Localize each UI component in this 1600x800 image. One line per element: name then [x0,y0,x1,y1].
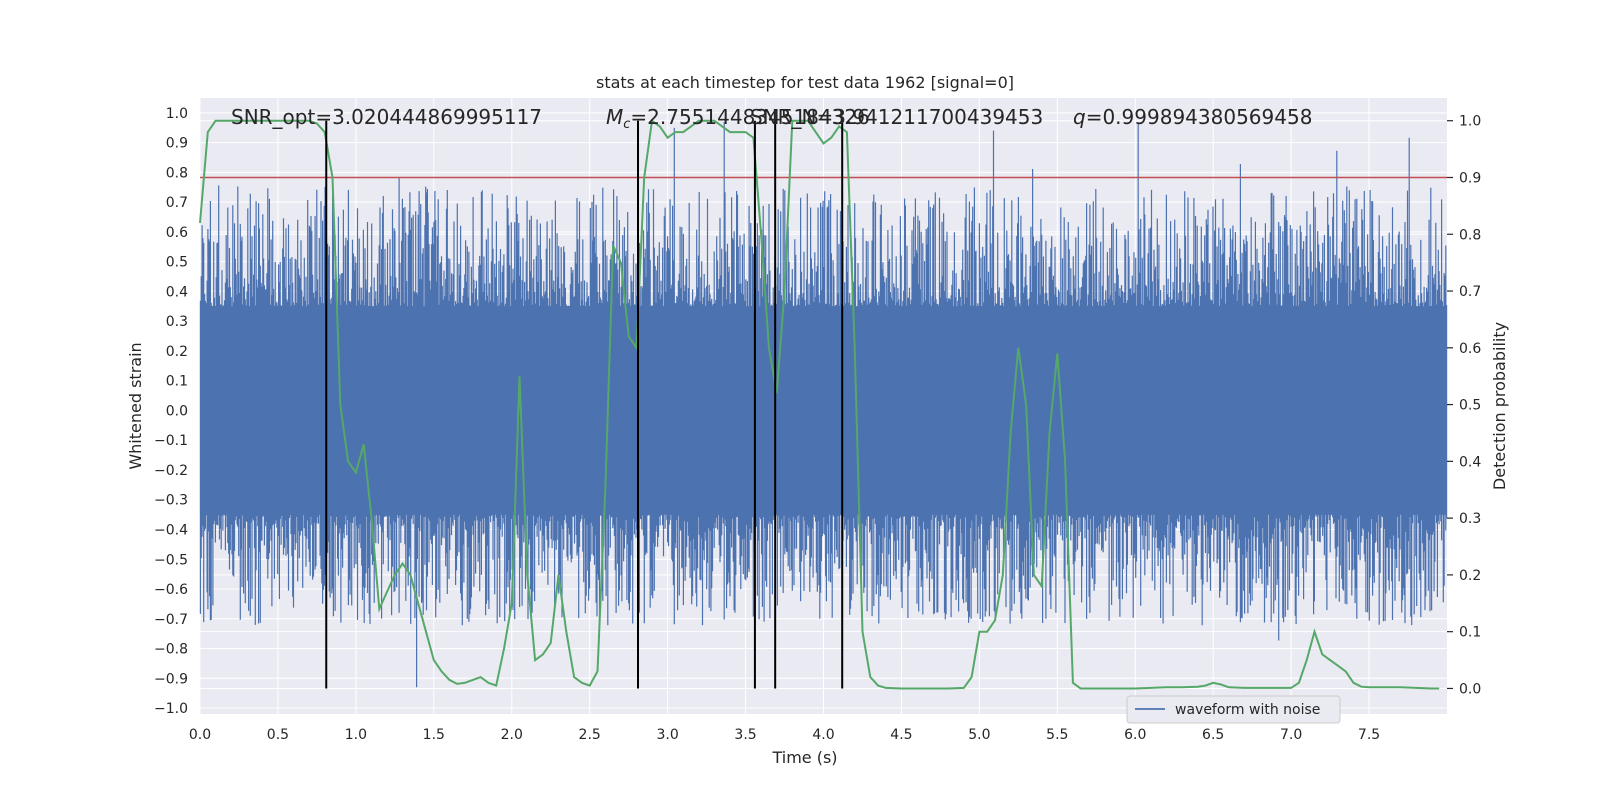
y-tick-label: 0.9 [166,136,188,152]
x-tick-label: 7.5 [1358,727,1380,743]
y-tick-label: −0.2 [154,463,188,479]
probability-line [199,118,1440,690]
x-axis-label: Time (s) [771,748,837,767]
annotation-mc-symbol: M [606,105,623,129]
y-tick-label: −0.8 [154,642,188,658]
x-tick-label: 6.0 [1124,727,1146,743]
y-tick-label: 1.0 [166,106,188,122]
y2-axis-label: Detection probability [1490,322,1509,490]
y-tick-label: −0.6 [154,582,188,598]
annotation-chirp-mass: Mc=2.7551448345184326 [606,105,870,132]
y-tick-label: 0.2 [166,344,188,360]
x-tick-label: 6.5 [1202,727,1224,743]
series-detection-probability [199,118,1440,690]
y-tick-label: 0.3 [166,314,188,330]
y-tick-label: −0.3 [154,493,188,509]
y2-tick-label: 0.5 [1459,398,1481,414]
y-tick-label: −0.9 [154,671,188,687]
y2-tick-label: 0.0 [1459,681,1481,697]
annotation-mc-value: =2.7551448345184326 [630,105,869,129]
y2-tick-label: 0.9 [1459,170,1481,186]
y2-tick-label: 0.1 [1459,625,1481,641]
y2-tick-label: 0.6 [1459,341,1481,357]
legend-box [1126,695,1341,724]
annotation-mc-sub: c [623,117,630,132]
x-tick-label: 5.5 [1046,727,1068,743]
legend: waveform with noise [1126,695,1341,724]
y-tick-label: −1.0 [154,701,188,717]
x-tick-label: 1.5 [423,727,445,743]
x-tick-label: 2.5 [579,727,601,743]
y2-tick-label: 0.3 [1459,511,1481,527]
y-tick-label: −0.5 [154,552,188,568]
x-tick-label: 2.0 [501,727,523,743]
y-tick-label: −0.1 [154,433,188,449]
series-waveform-with-noise [199,121,1448,688]
x-tick-label: 7.0 [1280,727,1302,743]
annotation-snr-n: SNR_N=3.941211700439453 [750,105,1043,129]
annotation-q-symbol: q [1073,105,1086,129]
x-tick-label: 5.0 [968,727,990,743]
x-tick-label: 3.5 [734,727,756,743]
x-tick-label: 3.0 [656,727,678,743]
y2-tick-label: 0.4 [1459,454,1481,470]
y-tick-label: 0.8 [166,165,188,181]
y2-tick-label: 0.8 [1459,227,1481,243]
y2-tick-label: 1.0 [1459,114,1481,130]
annotation-q: q=0.999894380569458 [1073,105,1312,129]
x-tick-label: 4.0 [812,727,834,743]
y-tick-label: −0.4 [154,522,188,538]
x-tick-label: 0.0 [189,727,211,743]
y-tick-label: −0.7 [154,612,188,628]
x-tick-label: 0.5 [267,727,289,743]
y-tick-label: 0.5 [166,255,188,271]
marker-lines [325,120,844,689]
x-tick-label: 4.5 [890,727,912,743]
y-axis-label: Whitened strain [126,342,145,469]
annotation-snr-opt: SNR_opt=3.020444869995117 [231,105,542,129]
y2-tick-label: 0.7 [1459,284,1481,300]
y-tick-label: 0.0 [166,403,188,419]
legend-label-waveform: waveform with noise [1175,702,1320,718]
axes: 0.0 0.5 1.0 1.5 2.0 2.5 3.0 3.5 4.0 4.5 5.0 5.5 6.0 6… [154,106,1481,743]
annotation-q-value: =0.999894380569458 [1086,105,1313,129]
y-tick-label: 0.6 [166,225,188,241]
y-tick-label: 0.1 [166,374,188,390]
x-tick-label: 1.0 [345,727,367,743]
y-tick-label: 0.7 [166,195,188,211]
chart-title: stats at each timestep for test data 196… [596,73,1014,92]
y-tick-label: 0.4 [166,284,188,300]
y2-tick-label: 0.2 [1459,568,1481,584]
